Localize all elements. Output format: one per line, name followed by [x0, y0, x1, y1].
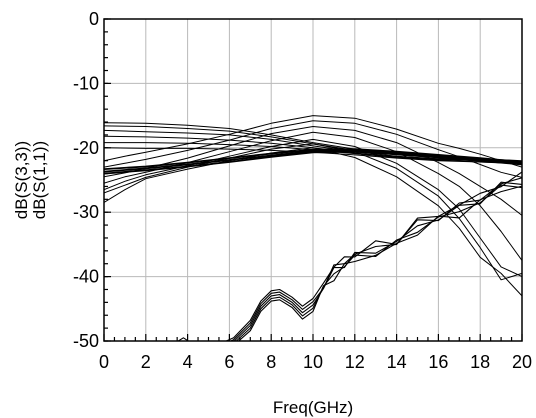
plot-frame: [103, 18, 523, 342]
y-tick-label: 0: [89, 9, 99, 29]
x-tick-label: 10: [303, 352, 323, 372]
s33-humped-series-line: [104, 120, 522, 178]
y-tick-labels: 0 -10 -20 -30 -40 -50: [73, 9, 99, 351]
s33-humped-series-line: [104, 138, 522, 278]
s11-series-line: [237, 185, 522, 341]
y-tick-label: -10: [73, 73, 99, 93]
s33-humped-series-line: [104, 115, 522, 168]
x-tick-label: 8: [266, 352, 276, 372]
y-tick-label: -20: [73, 138, 99, 158]
s33-humped-series-line: [104, 143, 522, 281]
s33-humped-series-line: [104, 126, 522, 216]
x-axis-title: Freq(GHz): [273, 398, 353, 417]
y-tick-label: -30: [73, 202, 99, 222]
grid-layer: [103, 18, 523, 342]
y-tick-label: -40: [73, 267, 99, 287]
x-tick-label: 6: [224, 352, 234, 372]
y-axis-title-line-2: dB(S(1,1)): [30, 141, 49, 219]
s11-series-line: [233, 181, 522, 341]
x-tick-label: 20: [512, 352, 532, 372]
x-tick-label: 12: [345, 352, 365, 372]
y-axis-title-line-1: dB(S(3,3)): [12, 141, 31, 219]
s11-series-line: [182, 177, 522, 341]
y-tick-label: -50: [73, 331, 99, 351]
x-tick-label: 0: [99, 352, 109, 372]
s11-series-line: [177, 171, 522, 341]
x-tick-label: 2: [141, 352, 151, 372]
s33-thick-series-line: [104, 150, 522, 175]
series-layer: [104, 115, 522, 341]
x-tick-label: 4: [183, 352, 193, 372]
s33-humped-series-line: [104, 147, 522, 297]
s33-thick-series-line: [104, 148, 522, 170]
x-tick-label: 18: [470, 352, 490, 372]
s11-series-line: [235, 184, 522, 341]
x-tick-label: 14: [387, 352, 407, 372]
x-tick-label: 16: [428, 352, 448, 372]
x-tick-labels: 0 2 4 6 8 10 12 14 16 18 20: [99, 352, 532, 372]
